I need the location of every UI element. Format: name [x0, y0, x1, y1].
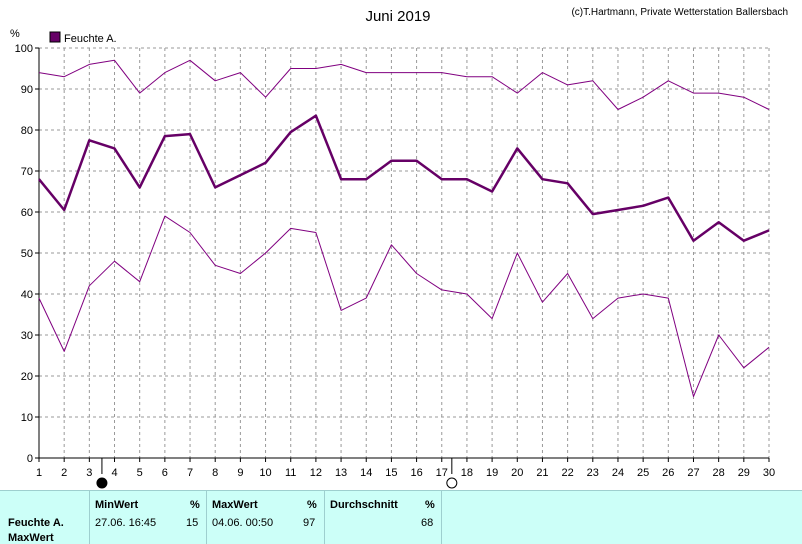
copyright-text: (c)T.Hartmann, Private Wetterstation Bal…: [571, 7, 788, 18]
x-tick-label: 19: [486, 467, 498, 479]
x-tick-label: 9: [237, 467, 243, 479]
legend: Feuchte A.: [49, 31, 117, 45]
stats-panel: Feuchte A. MaxWert MinWert % 27.06. 16:4…: [0, 490, 802, 544]
min-datetime: 27.06. 16:45: [95, 517, 157, 529]
chart-title: Juni 2019: [365, 8, 430, 25]
max-unit: %: [307, 499, 317, 511]
x-tick-label: 22: [561, 467, 573, 479]
stats-avg-cell: Durchschnitt % 68: [325, 491, 442, 544]
x-tick-label: 14: [360, 467, 372, 479]
x-tick-label: 8: [212, 467, 218, 479]
y-tick-label: 90: [21, 84, 33, 96]
legend-swatch: [49, 31, 61, 43]
min-unit: %: [190, 499, 200, 511]
min-header: MinWert: [95, 499, 139, 511]
x-tick-label: 12: [310, 467, 322, 479]
x-tick-label: 13: [335, 467, 347, 479]
mean-humidity-line: [38, 114, 770, 242]
x-tick-label: 28: [713, 467, 725, 479]
y-tick-label: 10: [21, 412, 33, 424]
y-tick-label: 30: [21, 330, 33, 342]
x-tick-label: 21: [536, 467, 548, 479]
stats-min-cell: MinWert % 27.06. 16:45 15: [90, 491, 207, 544]
x-tick-label: 4: [111, 467, 117, 479]
avg-value: 68: [421, 517, 434, 529]
x-tick-label: 16: [410, 467, 422, 479]
avg-header: Durchschnitt: [330, 499, 398, 511]
stats-row-labels: Feuchte A. MaxWert: [0, 491, 90, 544]
x-tick-label: 3: [86, 467, 92, 479]
x-tick-label: 15: [385, 467, 397, 479]
y-tick-label: 60: [21, 207, 33, 219]
x-tick-label: 25: [637, 467, 649, 479]
y-tick-label: 100: [15, 43, 33, 55]
stats-row-label-2: MaxWert: [8, 532, 54, 544]
y-unit-label: %: [10, 28, 20, 40]
x-tick-label: 20: [511, 467, 523, 479]
x-tick-label: 7: [187, 467, 193, 479]
y-tick-label: 20: [21, 371, 33, 383]
humidity-chart: Juni 2019 (c)T.Hartmann, Private Wetters…: [10, 7, 788, 489]
y-tick-label: 0: [27, 453, 33, 465]
y-tick-label: 40: [21, 289, 33, 301]
max-datetime: 04.06. 00:50: [212, 517, 274, 529]
stats-max-cell: MaxWert % 04.06. 00:50 97: [207, 491, 325, 544]
x-tick-label: 6: [162, 467, 168, 479]
min-humidity-line: [38, 215, 770, 397]
x-tick-label: 24: [612, 467, 624, 479]
x-tick-label: 26: [662, 467, 674, 479]
new-moon-icon: [96, 477, 108, 489]
x-tick-label: 23: [587, 467, 599, 479]
avg-unit: %: [425, 499, 435, 511]
max-header: MaxWert: [212, 499, 258, 511]
x-tick-label: 5: [137, 467, 143, 479]
x-tick-label: 10: [259, 467, 271, 479]
y-tick-label: 80: [21, 125, 33, 137]
x-tick-label: 11: [285, 467, 296, 479]
max-value: 97: [303, 517, 316, 529]
x-tick-label: 30: [763, 467, 775, 479]
x-tick-label: 29: [738, 467, 750, 479]
stats-row-label: Feuchte A.: [8, 517, 64, 529]
legend-label: Feuchte A.: [64, 33, 117, 45]
max-humidity-line: [38, 59, 770, 110]
x-tick-label: 1: [36, 467, 42, 479]
x-tick-label: 27: [687, 467, 699, 479]
full-moon-icon: [446, 477, 458, 489]
x-tick-label: 18: [461, 467, 473, 479]
x-tick-label: 2: [61, 467, 67, 479]
x-tick-label: 17: [436, 467, 448, 479]
y-tick-label: 50: [21, 248, 33, 260]
y-tick-label: 70: [21, 166, 33, 178]
min-value: 15: [186, 517, 199, 529]
